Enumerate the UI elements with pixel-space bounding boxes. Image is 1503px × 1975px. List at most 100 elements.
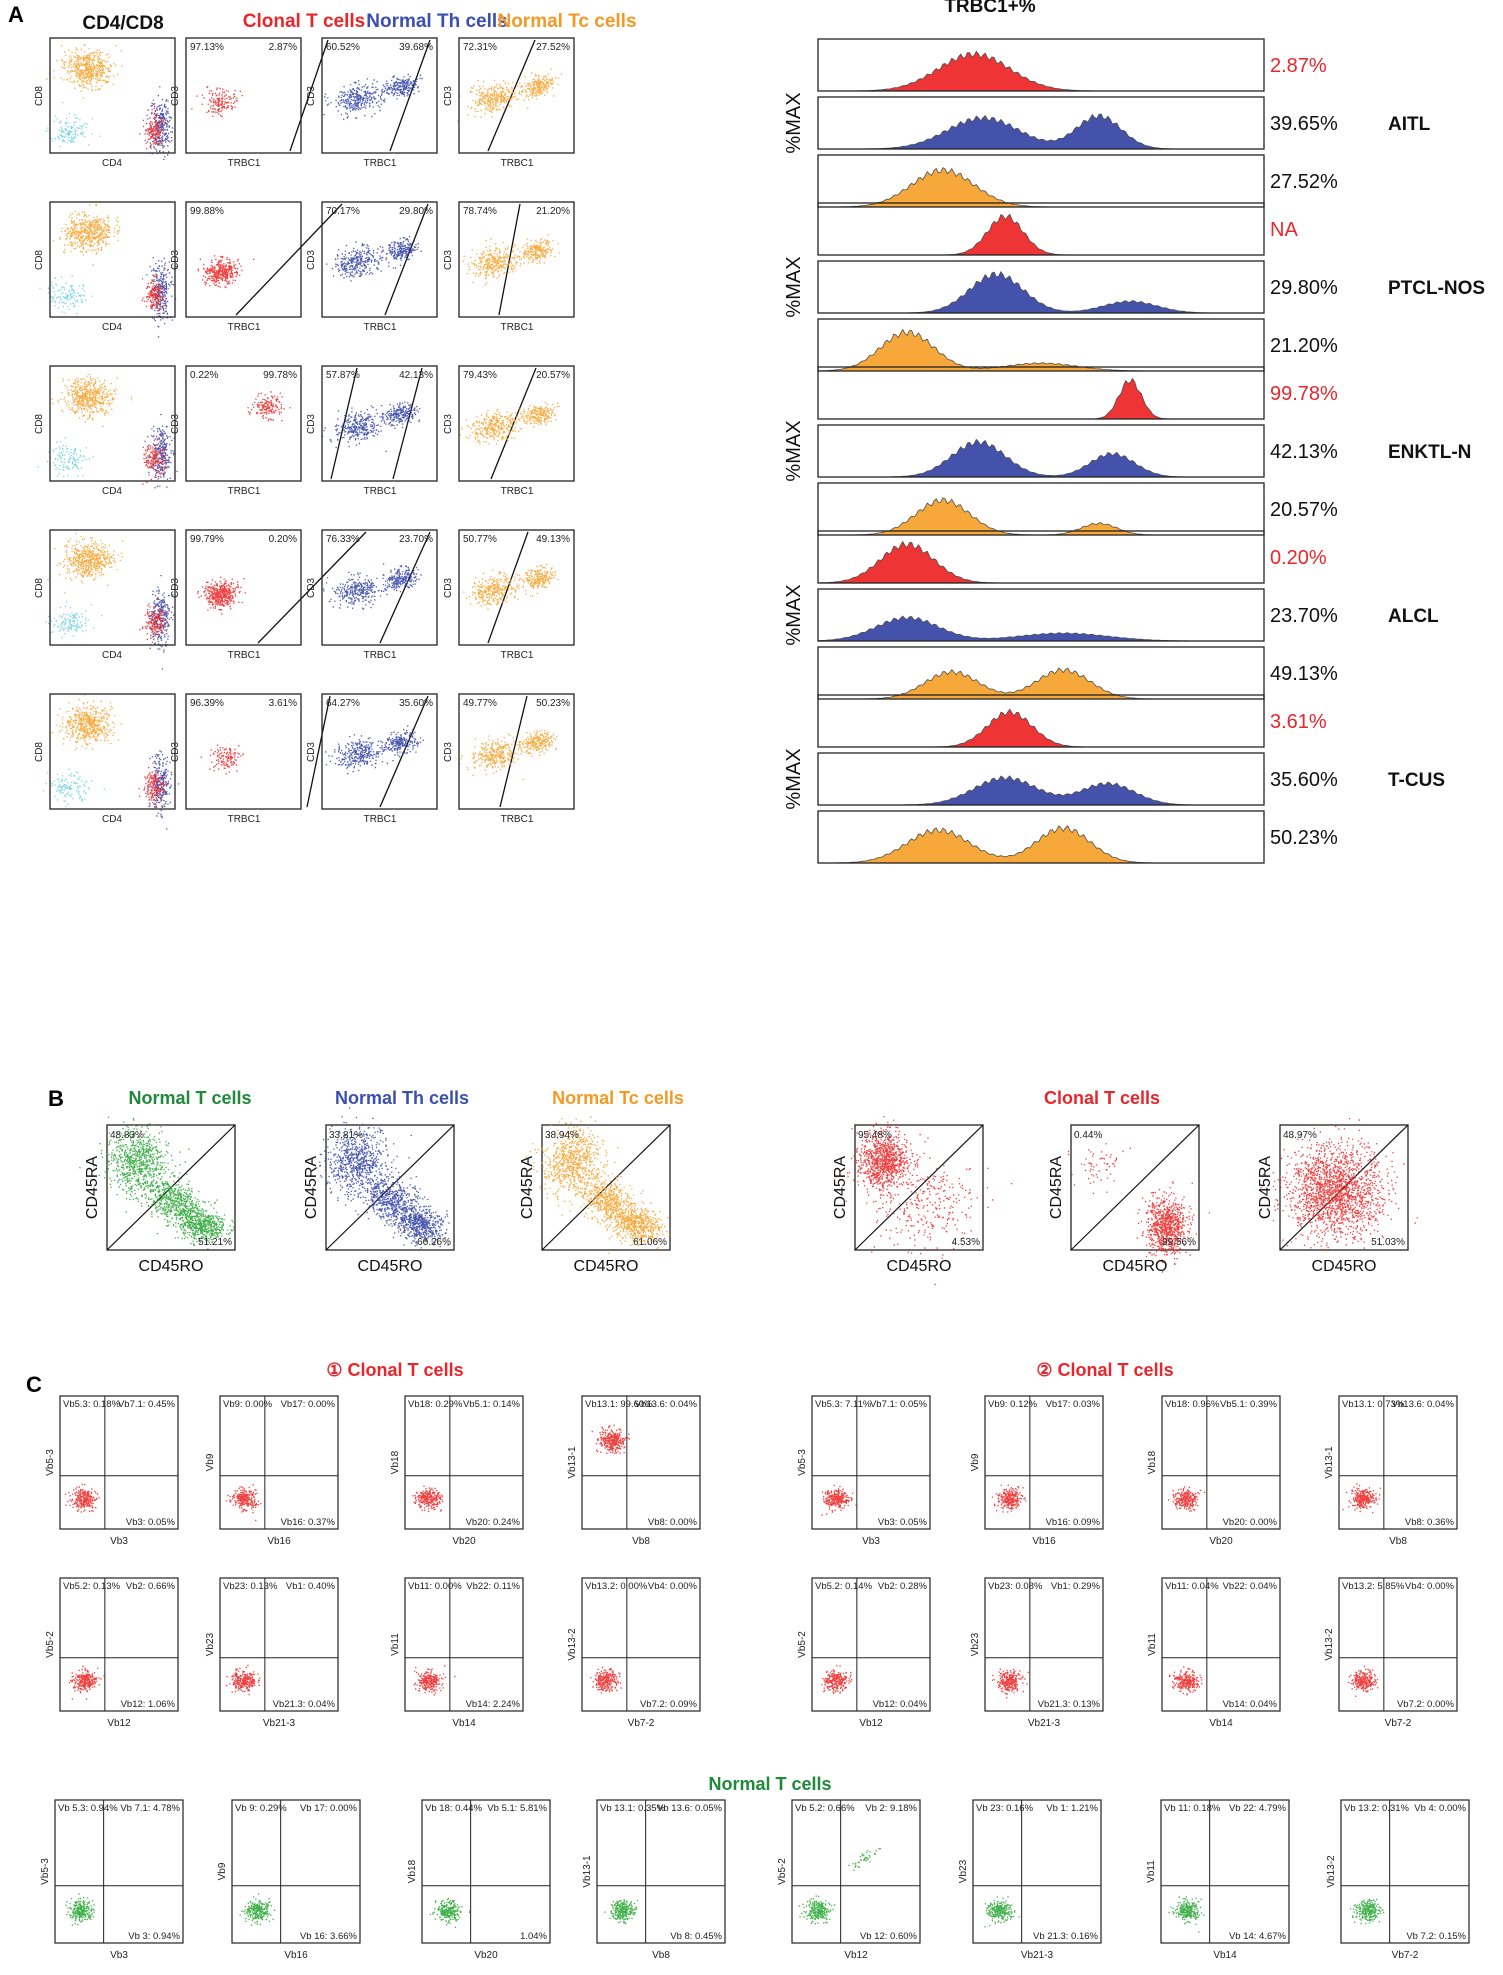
vb-axis-x: Vb14 <box>1213 1950 1237 1961</box>
vb-plot: Vb 13.2: 0.31% Vb 4: 0.00% Vb 7.2: 0.15% Vb… <box>1326 1799 1470 1961</box>
histogram-frame <box>817 202 1265 256</box>
axis-cd45ra: CD45RA <box>1048 1156 1065 1219</box>
scatter-cloud <box>225 1484 262 1522</box>
axis-cd4: CD4 <box>102 322 122 333</box>
quadrant-pct-upper: 48.97% <box>1283 1130 1317 1141</box>
scatter-cloud <box>848 1848 881 1871</box>
title-normal-th: Normal Th cells <box>335 1088 469 1108</box>
scatter-cloud <box>835 1116 926 1204</box>
cd4cd8-plot <box>49 529 176 646</box>
scatter-cloud <box>515 234 560 265</box>
scatter-cloud <box>991 1484 1027 1513</box>
vb-pct-tr: Vb 2: 9.18% <box>865 1803 917 1814</box>
gate-pct-left: 78.74% <box>463 206 497 217</box>
axis-trbc1: TRBC1 <box>228 650 261 661</box>
panel-b-plot: 48.83% 51.21% CD45RO CD45RA <box>79 1116 236 1275</box>
vb-pct-br: Vb 3: 0.94% <box>128 1931 180 1942</box>
histogram-frame <box>817 530 1265 584</box>
histogram-frame <box>817 810 1265 864</box>
vb-axis-y: Vb23 <box>958 1859 969 1883</box>
panel-b-plot: 0.44% 99.56% CD45RO CD45RA <box>1048 1124 1211 1275</box>
vb-plot: Vb9: 0.12% Vb17: 0.03% Vb16: 0.09% Vb16 Vb9 <box>970 1395 1104 1547</box>
vb-pct-tl: Vb5.2: 0.14% <box>815 1581 873 1592</box>
scatter-cloud <box>125 1163 223 1239</box>
scatter-cloud <box>604 1899 639 1925</box>
vb-axis-y: Vb13-1 <box>582 1855 593 1888</box>
scatter-cloud <box>239 1893 276 1926</box>
vb-pct-tr: Vb2: 0.66% <box>126 1581 176 1592</box>
vb-pct-tl: Vb 23: 0.16% <box>976 1803 1034 1814</box>
vb-plot-frame <box>231 1799 361 1944</box>
disease-label: PTCL-NOS <box>1388 278 1485 299</box>
quadrant-pct-lower: 66.26% <box>417 1237 451 1248</box>
histogram-area <box>818 50 1264 92</box>
histogram-area <box>817 540 1264 584</box>
vb-axis-x: Vb21-3 <box>1021 1950 1054 1961</box>
quadrant-pct-upper: 95.48% <box>858 1130 892 1141</box>
vb-pct-br: Vb7.2: 0.09% <box>640 1699 698 1710</box>
axis-cd45ro: CD45RO <box>1103 1258 1168 1275</box>
axis-max: %MAX <box>783 420 805 481</box>
scatter-cloud <box>457 76 527 122</box>
axis-cd8: CD8 <box>34 578 45 598</box>
vb-axis-x: Vb12 <box>844 1950 868 1961</box>
vb-axis-x: Vb16 <box>1032 1536 1056 1547</box>
axis-trbc1: TRBC1 <box>501 650 534 661</box>
scatter-cloud <box>991 1668 1029 1699</box>
scatter-cloud <box>322 563 408 610</box>
vb-pct-tl: Vb 5.2: 0.66% <box>795 1803 855 1814</box>
vb-plot-frame <box>59 1395 179 1530</box>
scatter-cloud <box>145 750 180 830</box>
vb-axis-y: Vb18 <box>407 1859 418 1883</box>
header-th: Normal Th cells <box>366 11 508 32</box>
vb-plot-frame <box>1161 1395 1281 1530</box>
vb-plot: Vb18: 0.29% Vb5.1: 0.14% Vb20: 0.24% Vb20 Vb… <box>390 1395 524 1547</box>
panel-label-a: A <box>8 2 24 27</box>
scatter-cloud <box>64 1483 100 1513</box>
scatter-cloud <box>1342 1483 1381 1514</box>
vb-plot: Vb13.2: 0.00% Vb4: 0.00% Vb7.2: 0.09% Vb7-2… <box>567 1577 701 1729</box>
scatter-cloud <box>200 744 244 775</box>
disease-label: AITL <box>1388 114 1431 135</box>
vb-axis-x: Vb3 <box>110 1536 128 1547</box>
vb-plot-frame <box>581 1577 701 1712</box>
tc-trbc-plot <box>458 201 575 318</box>
vb-pct-tl: Vb13.2: 5.85% <box>1342 1581 1405 1592</box>
scatter-cloud <box>518 68 563 109</box>
scatter-cloud <box>149 575 175 670</box>
gate-pct-left: 97.13% <box>190 42 224 53</box>
scatter-cloud <box>355 1168 431 1236</box>
vb-pct-tl: Vb23: 0.08% <box>988 1581 1043 1592</box>
scatter-cloud <box>1136 1181 1211 1273</box>
vb-pct-tr: Vb 17: 0.00% <box>300 1803 358 1814</box>
gate-pct-right: 49.13% <box>536 534 570 545</box>
vb-pct-br: Vb20: 0.24% <box>466 1517 521 1528</box>
gate-pct-left: 0.22% <box>190 370 218 381</box>
axis-cd45ra: CD45RA <box>832 1156 849 1219</box>
vb-plot: Vb11: 0.04% Vb22: 0.04% Vb14: 0.04% Vb14 Vb1… <box>1147 1577 1281 1729</box>
scatter-cloud <box>382 565 422 593</box>
gate-pct-right: 27.52% <box>536 42 570 53</box>
axis-trbc1: TRBC1 <box>364 322 397 333</box>
vb-pct-br: Vb14: 0.04% <box>1223 1699 1278 1710</box>
histogram-area <box>818 377 1264 420</box>
vb-axis-x: Vb3 <box>862 1536 880 1547</box>
vb-axis-x: Vb7-2 <box>1385 1718 1412 1729</box>
gate-pct-right: 50.23% <box>536 698 570 709</box>
vb-axis-y: Vb23 <box>970 1632 981 1656</box>
scatter-cloud <box>39 275 93 315</box>
histogram-area <box>818 213 1264 256</box>
axis-max: %MAX <box>783 748 805 809</box>
axis-trbc1: TRBC1 <box>228 486 261 497</box>
gate-pct-right: 99.78% <box>263 370 297 381</box>
vb-plot: Vb13.2: 5.85% Vb4: 0.00% Vb7.2: 0.00% Vb7-2… <box>1324 1577 1458 1729</box>
vb-pct-tl: Vb5.3: 7.11% <box>815 1399 872 1410</box>
flow-plot-frame <box>1070 1124 1200 1251</box>
vb-plot: Vb9: 0.00% Vb17: 0.00% Vb16: 0.37% Vb16 Vb9 <box>205 1395 339 1547</box>
gate-line <box>379 695 429 808</box>
axis-cd3: CD3 <box>306 414 317 434</box>
axis-trbc1: TRBC1 <box>501 814 534 825</box>
vb-plot-frame <box>404 1395 524 1530</box>
cd4cd8-plot <box>49 37 176 154</box>
gate-pct-right: 35.60% <box>399 698 433 709</box>
